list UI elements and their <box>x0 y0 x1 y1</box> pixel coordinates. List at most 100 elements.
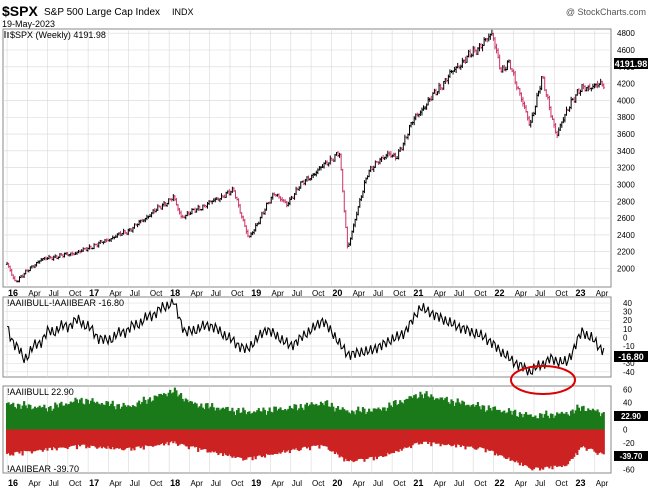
bear-bar <box>521 429 525 467</box>
bear-bar <box>584 429 587 448</box>
bear-bar <box>108 429 111 449</box>
bear-bar <box>35 429 38 451</box>
y-tick-label: -40 <box>623 368 635 377</box>
x-tick-label-bottom: Jul <box>292 479 302 488</box>
bull-bar <box>267 411 270 430</box>
spread-panel-title: !AAIIBULL-!AAIIBEAR -16.80 <box>7 298 124 308</box>
bear-bar <box>479 429 483 448</box>
x-tick-label-bottom: Oct <box>312 479 325 488</box>
bear-bar <box>455 429 458 448</box>
bull-bar <box>75 399 79 430</box>
bull-bar <box>139 404 142 430</box>
bear-bar <box>114 429 117 449</box>
bear-bar <box>21 429 24 456</box>
bull-bar <box>542 417 545 430</box>
bear-bar <box>526 429 529 467</box>
bull-bar <box>556 412 559 430</box>
bear-bar <box>100 429 103 449</box>
bear-bar <box>336 429 340 455</box>
bear-bar <box>122 429 125 451</box>
bull-bar <box>441 397 444 430</box>
bull-bar <box>483 405 486 430</box>
bull-bar <box>10 404 13 430</box>
bull-bar <box>152 400 155 430</box>
bull-bar <box>419 391 422 430</box>
bull-bar <box>133 405 136 430</box>
bull-bar <box>195 403 198 430</box>
bull-bar <box>423 393 427 430</box>
bear-bar <box>368 429 371 458</box>
bear-bar <box>601 429 604 454</box>
bear-bar <box>211 429 214 452</box>
bear-bar <box>184 429 187 447</box>
bear-bar <box>178 429 181 445</box>
bull-bar <box>437 399 441 430</box>
bull-bar <box>223 408 226 430</box>
symbol-label: $SPX <box>2 3 38 19</box>
bull-bar <box>515 416 518 430</box>
bear-bar <box>281 429 284 453</box>
bull-bar <box>189 400 192 430</box>
bull-bar <box>327 406 330 430</box>
bull-bar <box>265 414 268 430</box>
bull-bar <box>422 398 425 430</box>
bear-bar <box>562 429 565 466</box>
bull-bar <box>214 410 217 430</box>
bear-bar <box>234 429 237 458</box>
y-tick-label: 2000 <box>617 265 635 274</box>
bear-bar <box>92 429 96 446</box>
bull-bar <box>203 409 206 430</box>
bear-bar <box>441 429 444 444</box>
bear-bar <box>203 429 206 450</box>
bear-bar <box>265 429 268 454</box>
x-tick-label-top: Jul <box>211 289 221 298</box>
bear-bar <box>486 429 489 450</box>
bull-bar <box>322 405 326 430</box>
x-tick-label-bottom: Apr <box>515 479 528 488</box>
bear-bar <box>467 429 470 447</box>
bull-bar <box>225 407 228 430</box>
bull-bar <box>326 400 329 430</box>
x-tick-label-bottom: Apr <box>353 479 366 488</box>
bear-bar <box>492 429 495 452</box>
bull-bar <box>579 410 582 430</box>
bear-bar <box>271 429 274 455</box>
bull-bar <box>288 405 291 430</box>
bull-bar <box>493 406 497 430</box>
bear-bar <box>450 429 453 447</box>
bear-last-label: -39.70 <box>620 452 643 461</box>
bear-bar <box>557 429 560 467</box>
x-tick-label-bottom: Oct <box>555 479 568 488</box>
bear-bar <box>251 429 254 461</box>
bull-bar <box>464 405 467 430</box>
bull-bar <box>590 410 593 430</box>
bull-bar <box>114 409 117 430</box>
x-tick-label-top: Oct <box>312 289 325 298</box>
bear-bar <box>116 429 119 449</box>
bear-bar <box>464 429 467 450</box>
bull-bar <box>257 408 260 430</box>
bear-bar <box>86 429 89 447</box>
bull-bar <box>128 406 131 430</box>
bear-bar <box>145 429 148 446</box>
bull-bar <box>30 409 34 430</box>
bear-bar <box>172 429 175 444</box>
bear-bar <box>228 429 231 455</box>
bear-bar <box>110 429 113 450</box>
bull-bar <box>552 417 556 430</box>
bull-bar <box>503 410 506 430</box>
bear-bar <box>594 429 598 453</box>
bear-bar <box>299 429 302 451</box>
bear-bar <box>524 429 528 466</box>
bear-bar <box>520 429 523 463</box>
bear-bar <box>47 429 51 448</box>
bear-bar <box>406 429 410 448</box>
bear-bar <box>155 429 158 446</box>
x-tick-label-bottom: Jul <box>211 479 221 488</box>
bear-bar <box>245 429 248 460</box>
bull-bar <box>504 413 507 430</box>
bear-bar <box>363 429 366 462</box>
bear-bar <box>559 429 562 467</box>
bull-bar <box>263 409 267 430</box>
bull-bar <box>416 398 419 430</box>
